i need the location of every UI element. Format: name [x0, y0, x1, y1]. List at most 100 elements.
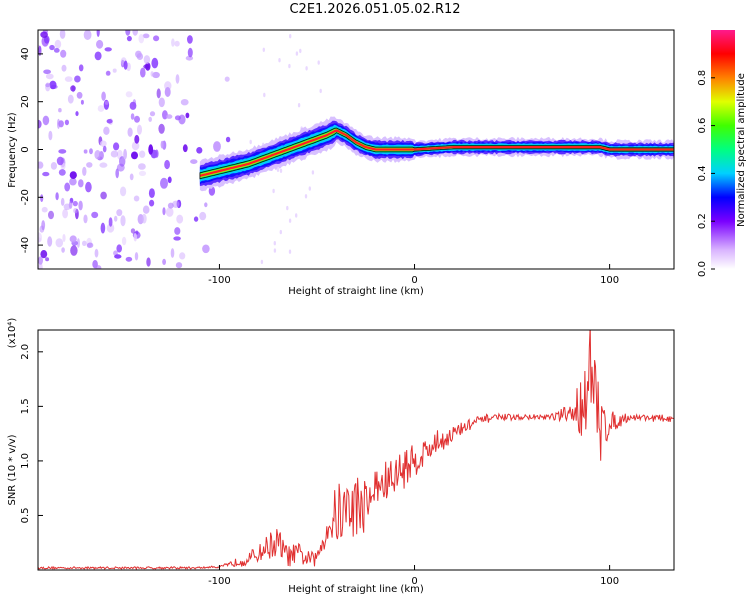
noise-blob — [193, 216, 199, 222]
noise-blob — [76, 238, 80, 248]
noise-blob — [78, 200, 83, 211]
noise-blob — [60, 49, 67, 58]
ridge-outline — [199, 127, 674, 180]
noise-blob — [156, 88, 161, 99]
noise-blob — [180, 99, 189, 106]
noise-blob — [288, 63, 291, 69]
noise-blob — [164, 159, 171, 170]
noise-blob — [89, 148, 93, 155]
noise-blob — [131, 141, 140, 151]
noise-blob — [58, 108, 62, 113]
noise-blob — [104, 47, 112, 52]
noise-blob — [116, 209, 123, 217]
noise-blob — [55, 238, 64, 248]
noise-blob — [141, 213, 147, 224]
snr-ytick-label: 2.0 — [20, 344, 31, 360]
noise-blob — [100, 140, 107, 147]
noise-blob — [40, 194, 44, 203]
snr-xtick-label: 100 — [600, 576, 619, 587]
noise-blob — [225, 136, 231, 143]
noise-blob — [164, 87, 171, 97]
noise-blob — [63, 203, 71, 211]
colorbar-tick-label: 0.0 — [697, 261, 708, 277]
noise-blob — [123, 148, 127, 160]
noise-blob — [299, 48, 302, 54]
noise-blob — [55, 192, 59, 201]
noise-blob — [273, 241, 276, 246]
noise-blob — [175, 262, 183, 269]
noise-blob — [94, 150, 101, 160]
noise-blob — [162, 207, 166, 216]
noise-blob — [48, 210, 54, 220]
noise-blob — [120, 215, 126, 227]
noise-blob — [131, 151, 138, 160]
noise-blob — [105, 70, 111, 76]
noise-blob — [54, 39, 62, 49]
noise-blob — [74, 75, 81, 83]
noise-blob — [70, 245, 78, 256]
noise-blob — [262, 47, 265, 52]
noise-blob — [224, 76, 230, 82]
noise-blob — [167, 202, 174, 209]
noise-blob — [278, 58, 281, 63]
noise-blob — [116, 244, 122, 253]
noise-blob — [272, 188, 275, 194]
noise-blob — [134, 252, 139, 261]
noise-blob — [125, 91, 133, 98]
noise-blob — [174, 227, 181, 235]
noise-blob — [213, 141, 221, 152]
noise-blob — [38, 161, 44, 169]
noise-blob — [134, 115, 140, 123]
colorbar-tick-label: 0.8 — [697, 70, 708, 86]
noise-blob — [260, 259, 264, 265]
snr-panel: -100 0 100 0.5 1.0 1.5 2.0 Height of straight … — [7, 318, 675, 595]
noise-blob — [38, 119, 42, 129]
noise-blob — [97, 105, 105, 112]
noise-blob — [182, 144, 188, 153]
noise-blob — [166, 114, 173, 119]
noise-blob — [204, 202, 208, 208]
spectrogram-ylabel: Frequency (Hz) — [7, 112, 18, 188]
noise-blob — [297, 103, 301, 108]
colorbar-tick-label: 0.2 — [697, 213, 708, 229]
spectrogram-panel: -100 0 100 -40 -20 0 20 40 Height of straight l… — [7, 29, 675, 297]
noise-blob — [69, 177, 77, 186]
colorbar-label: Normalized spectral amplitude — [736, 73, 747, 227]
noise-blob — [38, 256, 43, 265]
spectrogram-ytick-label: 0 — [20, 146, 31, 152]
noise-blob — [317, 60, 320, 65]
noise-blob — [69, 235, 77, 243]
noise-blob — [158, 123, 165, 134]
noise-blob — [67, 94, 74, 104]
noise-blob — [64, 76, 73, 82]
noise-blob — [61, 64, 67, 72]
noise-blob — [174, 40, 180, 47]
noise-blob — [106, 223, 115, 233]
noise-blob — [53, 48, 60, 53]
noise-blob — [173, 236, 181, 241]
noise-blob — [104, 100, 109, 105]
noise-blob — [273, 248, 277, 253]
noise-blob — [85, 181, 92, 193]
noise-blob — [170, 248, 175, 258]
noise-blob — [91, 211, 99, 219]
noise-blob — [249, 139, 252, 145]
noise-blob — [96, 39, 104, 49]
spectrogram-xtick-label: -100 — [208, 275, 231, 286]
noise-blob — [279, 168, 283, 173]
noise-blob — [288, 249, 292, 254]
noise-blob — [196, 147, 203, 154]
noise-blob — [56, 156, 64, 166]
noise-blob — [64, 182, 71, 192]
snr-ylabel: SNR (10 * v/v) — [7, 434, 18, 505]
noise-blob — [289, 34, 292, 39]
noise-blob — [58, 169, 66, 176]
noise-blob — [160, 177, 168, 189]
noise-blob — [187, 47, 193, 58]
noise-blob — [83, 30, 92, 40]
noise-blob — [138, 34, 145, 44]
noise-blob — [151, 57, 159, 69]
noise-blob — [295, 51, 299, 56]
noise-blob — [121, 236, 127, 246]
noise-blob — [133, 195, 140, 202]
